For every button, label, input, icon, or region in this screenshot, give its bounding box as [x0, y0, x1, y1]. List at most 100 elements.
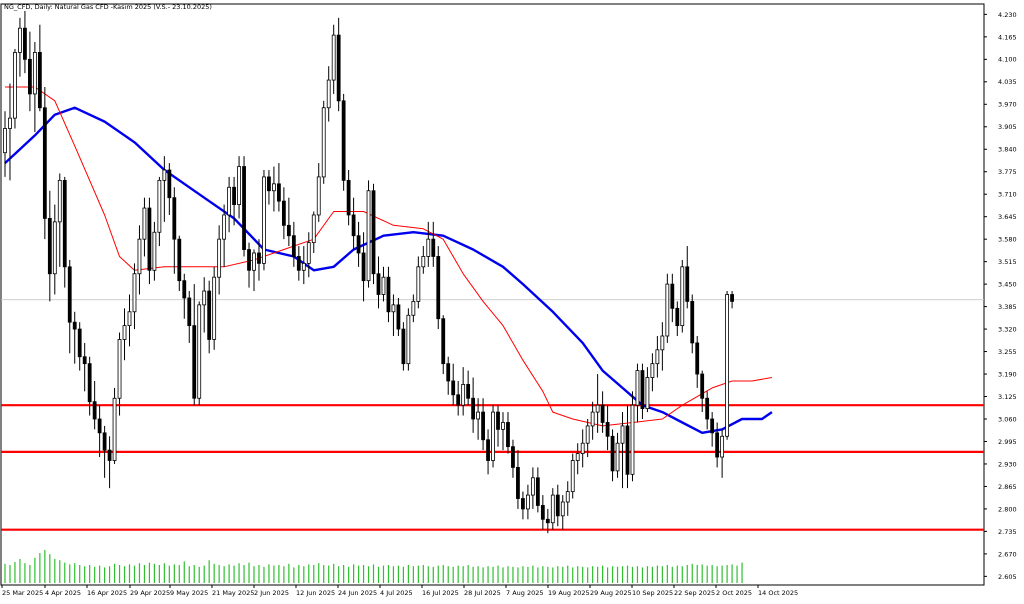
candle	[222, 204, 227, 267]
candle-body	[471, 397, 476, 420]
candle-body	[147, 207, 152, 271]
price-tick-label: 3.255	[998, 348, 1017, 356]
candle	[371, 183, 376, 285]
price-tick-label: 2.605	[998, 573, 1017, 581]
candle	[316, 163, 321, 222]
candle-body	[117, 339, 122, 399]
candle-body	[242, 166, 246, 250]
candle-body	[18, 27, 22, 53]
candle	[92, 380, 97, 430]
candle-body	[725, 294, 729, 437]
candle-body	[137, 238, 142, 275]
candle-body	[177, 238, 182, 282]
candle-body	[87, 363, 92, 403]
candle	[540, 495, 545, 530]
candle	[197, 301, 202, 406]
price-tick-label: 3.385	[998, 303, 1017, 311]
candle	[615, 432, 620, 478]
candle	[27, 31, 32, 112]
candle	[97, 405, 102, 458]
candle-body	[346, 179, 351, 216]
candle-body	[466, 384, 471, 399]
candle	[376, 256, 381, 309]
candle-body	[162, 169, 167, 181]
price-tick-label: 2.670	[998, 550, 1017, 558]
candle	[501, 412, 505, 451]
candle	[530, 467, 535, 509]
candle-body	[570, 460, 575, 493]
candle	[142, 197, 147, 257]
candle	[286, 197, 291, 247]
candle	[247, 242, 251, 288]
candle-body	[660, 335, 665, 351]
candle-body	[306, 242, 311, 264]
candle	[535, 467, 540, 513]
candle	[506, 412, 510, 454]
candle	[580, 429, 585, 468]
candle	[496, 405, 500, 447]
candle-body	[321, 107, 326, 178]
candle	[301, 246, 306, 285]
candle	[645, 367, 650, 413]
price-tick-label: 3.710	[998, 191, 1017, 199]
candle-body	[27, 58, 32, 95]
price-tick-label: 3.905	[998, 123, 1017, 131]
date-tick-label: 22 Sep 2025	[674, 589, 715, 597]
price-tick-label: 3.840	[998, 146, 1017, 154]
candle-body	[207, 290, 212, 340]
candle	[665, 273, 670, 343]
candle	[620, 412, 625, 489]
candle-body	[361, 252, 366, 282]
candle-body	[247, 249, 251, 271]
price-tick-label: 3.320	[998, 325, 1017, 333]
candle-body	[47, 218, 52, 275]
candle-body	[57, 179, 62, 223]
candle-body	[625, 425, 630, 475]
candle	[72, 311, 77, 364]
candle	[346, 170, 351, 226]
candle	[87, 356, 92, 416]
date-tick-label: 25 Mar 2025	[2, 589, 43, 597]
candle	[655, 336, 660, 378]
candle-body	[635, 370, 640, 406]
candle	[486, 429, 490, 475]
candle	[102, 425, 107, 478]
candle	[272, 166, 276, 212]
candle	[177, 235, 182, 292]
candle	[257, 239, 261, 281]
date-tick-label: 16 Jul 2025	[422, 589, 459, 597]
candle-body	[157, 179, 162, 233]
candle-body	[197, 304, 202, 399]
date-tick-label: 29 Apr 2025	[130, 589, 170, 597]
price-tick-label: 4.165	[998, 33, 1017, 41]
candle	[262, 170, 266, 271]
candle-body	[610, 435, 615, 472]
candle-body	[560, 501, 565, 517]
candle-body	[72, 321, 77, 330]
candle	[396, 297, 401, 336]
candle	[296, 246, 301, 281]
candle	[62, 176, 67, 288]
candle-body	[152, 231, 157, 271]
candle-body	[521, 498, 525, 510]
candle-body	[32, 52, 37, 95]
candle-body	[630, 404, 635, 475]
candle	[630, 391, 635, 482]
candle-body	[262, 176, 266, 264]
candle-body	[461, 384, 466, 406]
candle	[252, 249, 256, 292]
candle	[341, 93, 346, 191]
candle-body	[620, 425, 625, 444]
candle	[336, 17, 341, 112]
candle-body	[615, 442, 620, 472]
candle-body	[401, 328, 406, 365]
candle-body	[142, 207, 147, 240]
candle-body	[92, 401, 97, 420]
candle-body	[8, 117, 12, 129]
candle-body	[426, 238, 431, 257]
candle-body	[301, 262, 306, 271]
date-tick-label: 28 Jul 2025	[464, 589, 501, 597]
candle	[526, 484, 530, 520]
candle-body	[311, 214, 316, 244]
candle	[635, 363, 640, 423]
